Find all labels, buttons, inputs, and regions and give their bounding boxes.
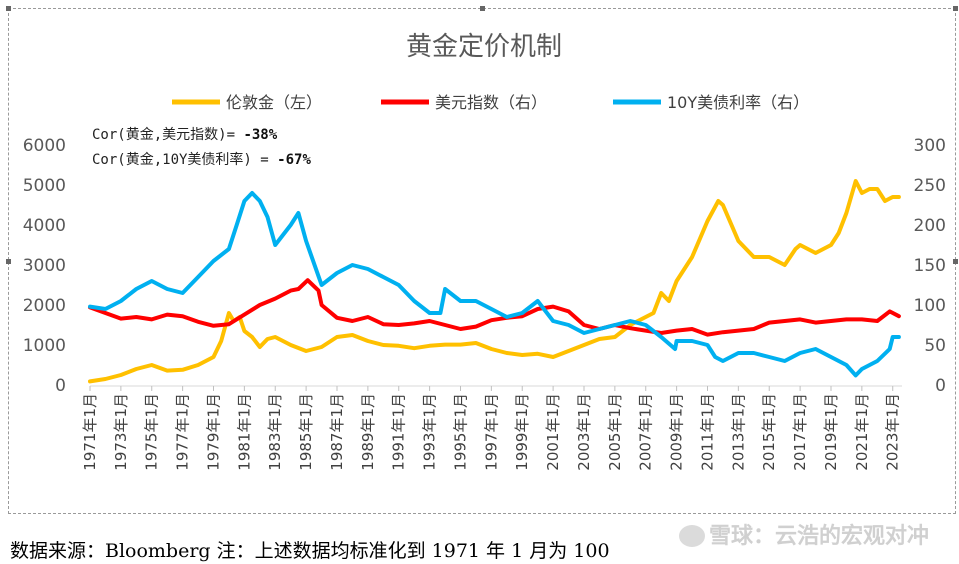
y-right-tick-label: 200 [914, 216, 946, 236]
source-note: 数据来源：Bloomberg 注：上述数据均标准化到 1971 年 1 月为 1… [10, 540, 610, 562]
x-tick-label: 1993年1月 [421, 393, 439, 471]
series-layer [88, 179, 901, 384]
x-tick-label: 1999年1月 [513, 393, 531, 471]
x-tick-label: 1987年1月 [328, 393, 346, 471]
x-tick-label: 2011年1月 [698, 393, 716, 471]
legend: 伦敦金（左） 美元指数（右） 10Y美债利率（右） [172, 93, 809, 112]
correlation-usd-value: -38% [243, 127, 277, 143]
resize-handle-middle-left[interactable] [6, 259, 11, 264]
x-tick-label: 1979年1月 [204, 393, 222, 471]
x-tick-label: 2017年1月 [791, 393, 809, 471]
x-axis: 1971年1月 1973年1月 1975年1月 1977年1月 1979年1月 1981年… [81, 385, 902, 471]
series-line-ust10y [88, 191, 901, 378]
x-tick-label: 1981年1月 [235, 393, 253, 471]
legend-label-usd: 美元指数（右） [435, 93, 547, 112]
y-left-tick-label: 5000 [23, 176, 66, 196]
series-line-gold [88, 179, 901, 384]
x-tick-label: 1995年1月 [451, 393, 469, 471]
correlation-annotations: Cor(黄金,美元指数)= -38% Cor(黄金,10Y美债利率) = -67… [92, 126, 311, 168]
x-tick-label: 2021年1月 [853, 393, 871, 471]
y-axis-right: 0 50 100 150 200 250 300 [914, 136, 946, 396]
y-right-tick-label: 0 [935, 376, 946, 396]
x-tick-label: 1973年1月 [112, 393, 130, 471]
x-tick-label: 2001年1月 [544, 393, 562, 471]
series-line-usd [88, 278, 901, 337]
chart-svg: 黄金定价机制 伦敦金（左） 美元指数（右） 10Y美债利率（右） Cor(黄金,… [23, 32, 946, 471]
snowball-logo-icon [678, 525, 705, 547]
x-tick-label: 1971年1月 [81, 393, 99, 471]
y-left-tick-label: 2000 [23, 296, 66, 316]
y-right-tick-label: 150 [914, 256, 946, 276]
y-left-tick-label: 6000 [23, 136, 66, 156]
chart-title: 黄金定价机制 [406, 32, 562, 62]
x-tick-label: 1991年1月 [390, 393, 408, 471]
resize-handle-top-center[interactable] [480, 6, 485, 11]
watermark-text: 雪球：云浩的宏观对冲 [708, 524, 929, 549]
x-tick-label: 2023年1月 [884, 393, 902, 471]
legend-label-ust10y: 10Y美债利率（右） [667, 93, 809, 112]
y-axis-left: 0 1000 2000 3000 4000 5000 6000 [23, 136, 66, 396]
correlation-ust10y-value: -67% [277, 152, 311, 168]
resize-handle-middle-right[interactable] [953, 259, 958, 264]
resize-handle-top-left[interactable] [6, 6, 11, 11]
y-left-tick-label: 3000 [23, 256, 66, 276]
y-right-tick-label: 300 [914, 136, 946, 156]
chart-frame [6, 6, 958, 514]
x-tick-label: 1983年1月 [266, 393, 284, 471]
x-tick-label: 2003年1月 [575, 393, 593, 471]
resize-handle-top-right[interactable] [953, 6, 958, 11]
y-right-tick-label: 100 [914, 296, 946, 316]
x-tick-label: 1989年1月 [359, 393, 377, 471]
correlation-annotation-usd: Cor(黄金,美元指数)= -38% [92, 126, 278, 143]
x-tick-label: 2013年1月 [729, 393, 747, 471]
correlation-ust10y-label: Cor(黄金,10Y美债利率) = [92, 151, 277, 168]
correlation-annotation-ust10y: Cor(黄金,10Y美债利率) = -67% [92, 151, 311, 168]
x-tick-label: 2009年1月 [668, 393, 686, 471]
legend-label-gold: 伦敦金（左） [226, 93, 322, 112]
watermark: 雪球：云浩的宏观对冲 [678, 518, 929, 550]
x-tick-label: 1977年1月 [174, 393, 192, 471]
x-tick-label: 1975年1月 [143, 393, 161, 471]
x-tick-label: 2007年1月 [637, 393, 655, 471]
x-tick-label: 2019年1月 [822, 393, 840, 471]
y-left-tick-label: 1000 [23, 336, 66, 356]
x-tick-label: 1997年1月 [482, 393, 500, 471]
x-tick-label: 1985年1月 [297, 393, 315, 471]
y-left-tick-label: 0 [55, 376, 66, 396]
correlation-usd-label: Cor(黄金,美元指数)= [92, 126, 243, 143]
y-right-tick-label: 250 [914, 176, 946, 196]
x-tick-label: 2015年1月 [760, 393, 778, 471]
y-left-tick-label: 4000 [23, 216, 66, 236]
x-tick-label: 2005年1月 [606, 393, 624, 471]
y-right-tick-label: 50 [924, 336, 946, 356]
